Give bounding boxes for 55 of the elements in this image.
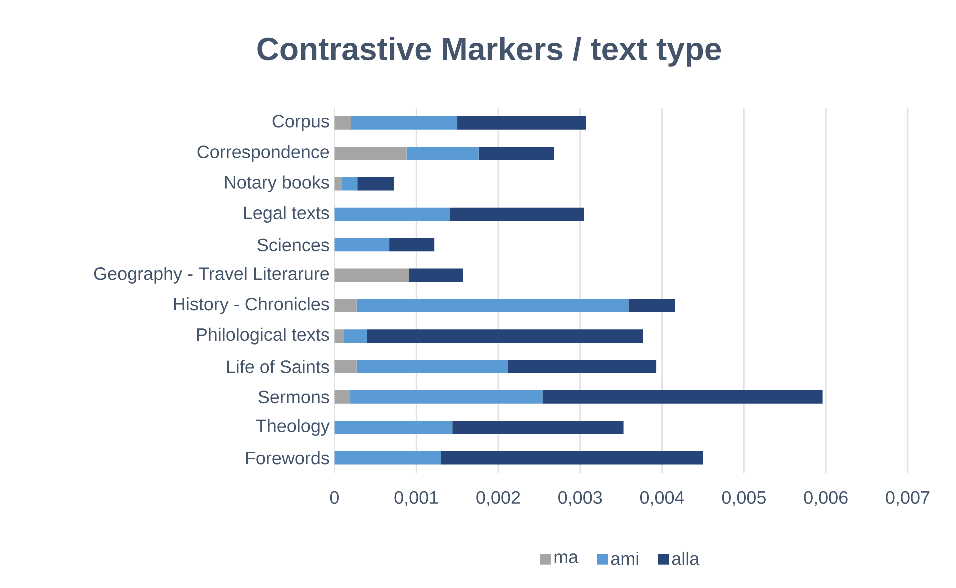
bar xyxy=(628,299,676,313)
x-tick-label: 0,001 xyxy=(394,491,438,506)
bar xyxy=(334,420,453,434)
x-tick-label: 0,002 xyxy=(476,491,520,506)
chart-title: Contrastive Markers / text type xyxy=(258,37,722,67)
bar xyxy=(356,360,508,374)
bar xyxy=(356,299,629,313)
bar xyxy=(508,360,657,374)
bar xyxy=(542,390,823,404)
bar xyxy=(334,330,344,343)
bar xyxy=(452,420,624,434)
bar xyxy=(342,177,358,191)
bar xyxy=(334,116,352,130)
legend-label: alla xyxy=(672,552,700,566)
bar xyxy=(441,451,704,465)
bar xyxy=(409,268,464,282)
bar xyxy=(406,146,479,160)
bar xyxy=(334,390,350,404)
bar xyxy=(390,238,435,252)
bar xyxy=(334,451,442,465)
y-tick-label: Forewords xyxy=(246,451,330,465)
bar xyxy=(450,208,584,222)
bar xyxy=(334,360,357,374)
y-tick-label: Life of Saints xyxy=(227,360,330,374)
y-tick-label: Philological texts xyxy=(197,328,330,345)
y-tick-label: Legal texts xyxy=(244,206,330,223)
y-tick-label: Geography - Travel Literarure xyxy=(94,267,330,284)
bar xyxy=(478,146,554,160)
x-tick-label: 0,007 xyxy=(886,491,930,506)
bar xyxy=(358,177,394,191)
bar xyxy=(334,299,357,313)
x-tick-label: 0,006 xyxy=(804,491,848,506)
y-tick-label: Notary books xyxy=(225,176,330,193)
y-tick-label: Sermons xyxy=(258,390,330,404)
legend-label: ami xyxy=(611,552,638,566)
bar xyxy=(334,177,342,191)
x-tick-label: 0,005 xyxy=(722,491,766,506)
bar xyxy=(334,238,390,252)
bar xyxy=(334,146,407,160)
bar xyxy=(344,330,368,343)
bar xyxy=(334,208,450,222)
y-tick-label: Corpus xyxy=(272,115,330,132)
bar xyxy=(334,268,410,282)
y-tick-label: History - Chronicles xyxy=(174,297,330,314)
bar xyxy=(367,330,644,343)
bar xyxy=(350,390,543,404)
x-tick-label: 0,004 xyxy=(640,491,684,506)
y-tick-label: Sciences xyxy=(258,238,330,252)
y-tick-label: Correspondence xyxy=(198,145,330,162)
x-tick-label: 0 xyxy=(330,491,339,504)
bar xyxy=(458,116,586,130)
y-tick-label: Theology xyxy=(256,419,330,436)
x-tick-label: 0,003 xyxy=(558,491,602,506)
legend-label: ma xyxy=(554,554,579,564)
bar xyxy=(351,116,458,130)
